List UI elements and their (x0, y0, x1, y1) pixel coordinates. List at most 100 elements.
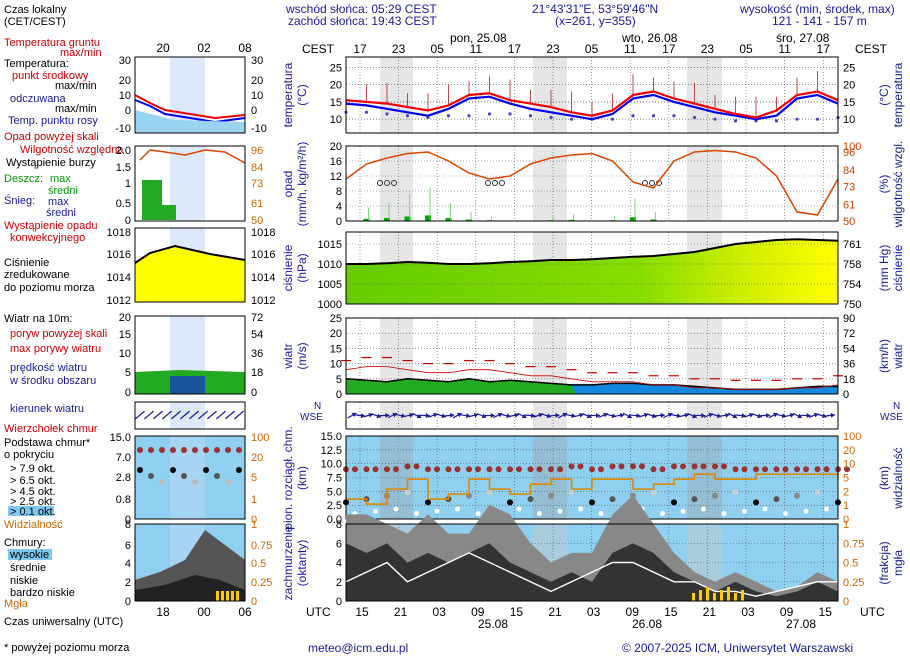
utc-tick: 03 (587, 605, 601, 619)
cloud-top-dot (363, 466, 370, 473)
mini-panel-frame (134, 315, 246, 395)
wind-arrow (557, 412, 568, 419)
mini-panel-frame (134, 145, 246, 222)
wind-arrow-head (562, 412, 568, 418)
cloud-top-dot (762, 466, 768, 473)
mini-cloud-base (225, 479, 231, 485)
wind-arrow-head (797, 413, 803, 419)
utc-tick: 15 (819, 605, 833, 619)
fog-bar (706, 587, 709, 601)
mini-panel-frame (134, 56, 246, 134)
wind-arrow-head (546, 413, 552, 419)
cloud-base-dot-white (537, 510, 542, 516)
cloud-top-dot (352, 466, 358, 473)
cloud-base-dot-white (844, 510, 850, 516)
axis-temp-left: temperatura (281, 62, 295, 127)
y-tick-left: 12 (330, 171, 342, 183)
wind-arrow-head (619, 412, 625, 418)
high-cloud-line (345, 552, 838, 597)
mini-tick-right: 18 (251, 367, 263, 379)
cloud-base-dot (486, 489, 493, 496)
day-bottom-1: 25.08 (478, 617, 508, 631)
mini-wind-arrow (144, 410, 154, 420)
cloud-top-dot (598, 466, 604, 473)
dew-point-dot (795, 117, 799, 121)
y-tick-left: 1005 (318, 279, 342, 291)
legend-local-time: Czas lokalny (4, 4, 67, 16)
y-tick-left: 15 (330, 97, 342, 109)
y-tick-left: 8 (336, 519, 342, 531)
wind-arrow-head (781, 413, 787, 419)
cloud-top-dot (691, 463, 698, 470)
footer-email[interactable]: meteo@icm.edu.pl (308, 641, 408, 655)
legend-gust-above: poryw powyżej skali (10, 328, 107, 340)
mini-wind-arrow (171, 410, 181, 420)
wind-area-blue (571, 383, 838, 394)
panel-frame (345, 435, 839, 520)
wind-arrow (719, 412, 730, 418)
mini-wind-arrow (180, 410, 190, 420)
mini-tick-left: 0 (125, 215, 131, 227)
rain-bar (363, 218, 370, 221)
wind-arrow-head (521, 413, 527, 419)
cloud-base-dot (732, 489, 739, 496)
legend-dew: Temp. punktu rosy (8, 115, 98, 127)
mini-cloud-top (203, 447, 209, 453)
legend-okt25: > 2.5 okt. (10, 496, 56, 508)
legend-cl-low: niskie (10, 575, 38, 587)
cloud-base-dot-white (475, 510, 481, 516)
axis-cover-left: zachmurzenie (281, 525, 295, 600)
wind-arrow (654, 412, 665, 418)
y-tick-right: 10 (843, 114, 855, 126)
mini-panel-frame (134, 401, 246, 430)
y-tick-left: 12.5 (321, 445, 342, 457)
mini-utc-tick: 06 (238, 605, 252, 619)
mini-tick-right: 36 (251, 348, 263, 360)
wind-arrow (541, 413, 552, 419)
mini-temp-red (134, 94, 246, 120)
cloud-base-dot (404, 489, 411, 496)
wind-arrow-head (676, 413, 681, 419)
y-tick-right: 100 (843, 141, 861, 153)
wind-arrow-head (822, 413, 827, 419)
cloud-base-dot-white (721, 510, 727, 516)
rain-bar (384, 218, 390, 221)
y-tick-left: 2.5 (327, 500, 342, 512)
legend-footnote: * powyżej poziomu morza (4, 642, 130, 654)
legend-cl-high: wysokie (9, 549, 49, 561)
legend-fog: Mgła (4, 598, 29, 610)
mini-cloud-top (170, 447, 176, 453)
legend-utc-label: Czas uniwersalny (UTC) (4, 616, 123, 628)
cloud-base-dot-white (455, 506, 460, 512)
utc-tick: 03 (741, 605, 755, 619)
mini-rain (142, 180, 162, 220)
cloud-base-dot (568, 489, 575, 496)
mini-wind-arrow (162, 410, 172, 420)
mini-tick-right: 1016 (251, 249, 275, 261)
y-tick-left: 2 (336, 577, 342, 589)
legend-okt01-bg (8, 506, 54, 516)
axis-cloud-right2: widzialność (891, 447, 905, 509)
mini-tick-left: 1 (125, 178, 131, 190)
y-tick-left: 20 (330, 328, 342, 340)
height-label: wysokość (min, środek, max) (739, 2, 895, 16)
y-tick-left: 0 (336, 216, 342, 228)
y-tick-left: 5.0 (327, 486, 342, 498)
mini-wind-arrow (225, 410, 235, 420)
y-tick-left: 4 (336, 558, 342, 570)
legend-wind-speed: prędkość wiatru (10, 362, 87, 374)
local-tick: 23 (392, 42, 406, 56)
mini-tick-left: 15 (119, 329, 131, 341)
main-panels (341, 56, 850, 602)
legend-column: Czas lokalny (CET/CEST) Temperatura grun… (4, 4, 130, 654)
mini-panel-frame (134, 523, 246, 602)
cloud-base-dot (527, 496, 534, 503)
dew-point-dot (528, 114, 533, 118)
local-tick: 17 (508, 42, 522, 56)
y-tick-right: 0 (843, 514, 849, 526)
cloud-base-dot (507, 499, 513, 506)
utc-tick: 15 (510, 605, 524, 619)
wind-arrow (517, 412, 527, 419)
axis-press-left2: (hPa) (295, 253, 309, 282)
wind-arrow-head (586, 413, 592, 419)
